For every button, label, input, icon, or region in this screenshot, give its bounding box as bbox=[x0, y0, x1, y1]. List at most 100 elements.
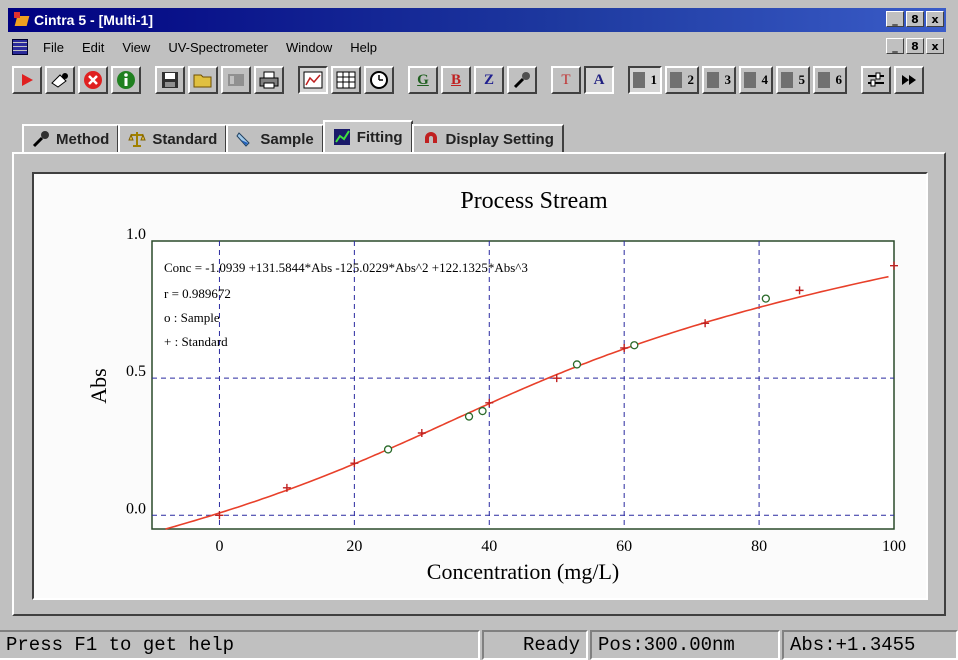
document-icon[interactable] bbox=[12, 39, 28, 55]
y-axis-label: Abs bbox=[86, 368, 111, 403]
standard-point bbox=[701, 319, 710, 328]
cell-1-button[interactable]: 1 bbox=[628, 66, 662, 94]
cell-2-label: 2 bbox=[687, 72, 695, 87]
chart-frame: Process Stream 0 20 40 60 80 100 0.0 0.5 1.0 Con… bbox=[32, 172, 928, 600]
graph-icon bbox=[333, 129, 350, 145]
cell-6-label: 6 bbox=[835, 72, 843, 87]
cell-5-button[interactable]: 5 bbox=[776, 66, 810, 94]
z-button[interactable]: Z bbox=[474, 66, 504, 94]
settings-button[interactable] bbox=[861, 66, 891, 94]
cell-4-button[interactable]: 4 bbox=[739, 66, 773, 94]
status-ready: Ready bbox=[482, 630, 588, 660]
printer-icon bbox=[259, 71, 279, 89]
table-button[interactable] bbox=[331, 66, 361, 94]
minimize-button[interactable]: _ bbox=[886, 11, 904, 27]
b-letter: B bbox=[450, 71, 461, 88]
a-letter: A bbox=[593, 71, 605, 88]
test-tube-icon bbox=[236, 132, 251, 147]
doc-minimize-button[interactable]: _ bbox=[886, 38, 904, 54]
sample-point bbox=[572, 360, 582, 369]
folder-icon bbox=[193, 74, 212, 88]
sample-point bbox=[478, 406, 487, 416]
x-tick-label: 80 bbox=[751, 538, 767, 555]
menu-help[interactable]: Help bbox=[350, 39, 378, 55]
tab-sample[interactable]: Sample bbox=[226, 124, 324, 152]
app-icon bbox=[14, 12, 30, 28]
y-tick-label: 0.0 bbox=[126, 500, 146, 517]
cell-3-button[interactable]: 3 bbox=[702, 66, 736, 94]
z-letter: Z bbox=[483, 71, 494, 88]
stop-button[interactable] bbox=[78, 66, 108, 94]
standard-point bbox=[417, 429, 426, 437]
tab-method[interactable]: Method bbox=[22, 124, 120, 152]
plot-area bbox=[151, 240, 895, 530]
table-icon bbox=[336, 71, 356, 89]
cell-5-label: 5 bbox=[798, 72, 806, 87]
cell-6-button[interactable]: 6 bbox=[813, 66, 847, 94]
connect-button[interactable] bbox=[45, 66, 75, 94]
tab-strip: Method Standard Sample Fitting Display S… bbox=[22, 120, 564, 152]
t-letter: T bbox=[561, 71, 571, 88]
title-bar[interactable]: Cintra 5 - [Multi-1] _ 8 x bbox=[8, 8, 946, 32]
b-button[interactable]: B bbox=[441, 66, 471, 94]
correlation-coefficient: r = 0.989672 bbox=[164, 286, 231, 301]
x-tick-label: 0 bbox=[215, 538, 223, 555]
run-button[interactable] bbox=[12, 66, 42, 94]
sample-point bbox=[464, 412, 474, 421]
more-button[interactable] bbox=[894, 66, 924, 94]
tab-display-setting[interactable]: Display Setting bbox=[411, 124, 564, 152]
close-button[interactable]: x bbox=[926, 11, 944, 27]
probe-icon bbox=[51, 73, 68, 88]
status-absorbance: Abs:+1.3455 bbox=[782, 630, 958, 660]
x-tick-label: 40 bbox=[481, 538, 497, 555]
x-tick-label: 20 bbox=[346, 538, 362, 555]
graph-button[interactable] bbox=[298, 66, 328, 94]
g-button[interactable]: G bbox=[408, 66, 438, 94]
menu-view[interactable]: View bbox=[122, 39, 151, 55]
wrench-icon bbox=[32, 131, 49, 148]
tab-display-setting-label: Display Setting bbox=[445, 130, 554, 148]
balance-icon bbox=[128, 132, 147, 147]
legend-sample: o : Sample bbox=[164, 310, 220, 325]
standard-point bbox=[485, 398, 494, 407]
menu-window[interactable]: Window bbox=[286, 39, 333, 55]
open-button[interactable] bbox=[188, 66, 218, 94]
maximize-button[interactable]: 8 bbox=[906, 11, 924, 27]
stop-icon bbox=[84, 71, 102, 89]
doc-close-button[interactable]: x bbox=[926, 38, 944, 54]
tool-button[interactable] bbox=[507, 66, 537, 94]
t-button[interactable]: T bbox=[551, 66, 581, 94]
print-button[interactable] bbox=[254, 66, 284, 94]
graph-icon bbox=[303, 71, 323, 89]
calibration-chart[interactable]: Process Stream 0 20 40 60 80 100 0.0 0.5 1.0 Con… bbox=[34, 174, 926, 598]
tab-standard[interactable]: Standard bbox=[118, 124, 228, 152]
menu-uv-spectrometer[interactable]: UV-Spectrometer bbox=[168, 39, 269, 55]
status-bar: Press F1 to get help Ready Pos:300.00nm … bbox=[0, 630, 958, 660]
standard-point bbox=[795, 286, 804, 295]
cell-4-label: 4 bbox=[761, 72, 769, 87]
tab-fitting[interactable]: Fitting bbox=[322, 120, 413, 152]
library-icon bbox=[228, 74, 244, 86]
fast-forward-icon bbox=[902, 75, 916, 85]
library-button[interactable] bbox=[221, 66, 251, 94]
standard-point bbox=[890, 261, 898, 270]
doc-restore-button[interactable]: 8 bbox=[906, 38, 924, 54]
tab-method-label: Method bbox=[56, 130, 110, 148]
document-window-controls: _ 8 x bbox=[886, 38, 944, 54]
play-icon bbox=[22, 74, 33, 86]
cell-2-button[interactable]: 2 bbox=[665, 66, 699, 94]
toolbar: G B Z T A 1 2 3 4 5 6 bbox=[8, 62, 946, 98]
window-title: Cintra 5 - [Multi-1] bbox=[34, 12, 153, 28]
menu-file[interactable]: File bbox=[43, 39, 64, 55]
a-button[interactable]: A bbox=[584, 66, 614, 94]
info-button[interactable] bbox=[111, 66, 141, 94]
cell-3-label: 3 bbox=[724, 72, 732, 87]
save-button[interactable] bbox=[155, 66, 185, 94]
clock-button[interactable] bbox=[364, 66, 394, 94]
tab-standard-label: Standard bbox=[152, 130, 218, 148]
fit-equation: Conc = -1.0939 +131.5844*Abs -125.0229*A… bbox=[164, 260, 528, 275]
menu-edit[interactable]: Edit bbox=[81, 39, 105, 55]
grid-lines bbox=[152, 241, 894, 529]
wrench-icon bbox=[513, 72, 530, 89]
